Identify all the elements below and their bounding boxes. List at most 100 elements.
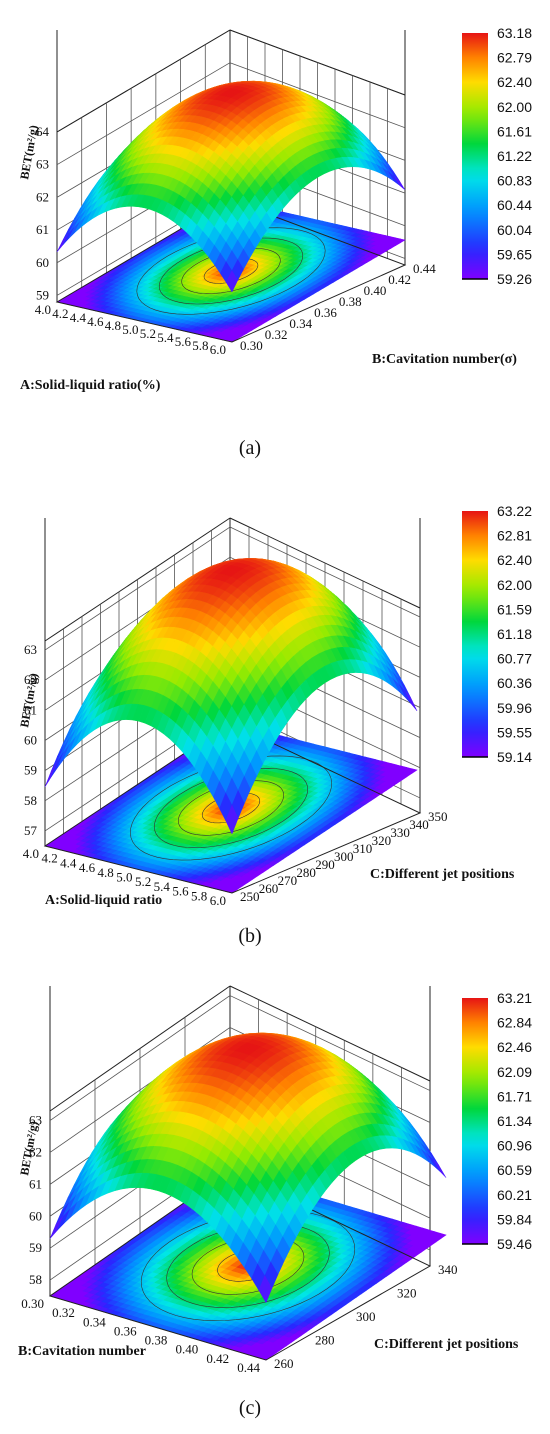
x-tick-label: 4.6: [79, 860, 96, 875]
contour-line: [130, 755, 332, 861]
x-tick-label: 5.2: [140, 326, 156, 341]
colorbar: 63.1862.7962.4062.0061.6161.2260.8360.44…: [462, 25, 532, 287]
y-tick-label: 0.44: [413, 261, 436, 276]
z-tick-label: 59: [29, 1240, 42, 1255]
x-tick-label: 4.2: [52, 306, 68, 321]
axis-ticks: 4.0 4.2 4.4 4.6 4.8 5.0 5.2 5.4 5.6 5.8 6.0 0.300.3…: [35, 261, 437, 357]
colorbar-tick-label: 62.40: [497, 74, 532, 90]
z-tick-label: 63: [29, 1113, 42, 1128]
y-tick-label: 250: [240, 889, 260, 904]
x-axis-label: A:Solid-liquid ratio: [45, 893, 162, 908]
z-tick-label: 60: [24, 732, 37, 747]
top-edge: [229, 985, 431, 1082]
contour-line: [181, 248, 281, 294]
y-axis-label: C:Different jet positions: [370, 867, 515, 882]
colorbar-tick-label: 59.26: [497, 271, 532, 287]
x-tick-label: 4.2: [41, 851, 57, 866]
panel-caption: (a): [239, 437, 261, 459]
y-axis-label: B:Cavitation number(σ): [372, 352, 517, 367]
x-tick-label: 4.8: [105, 318, 121, 333]
response-surface: [44, 558, 418, 835]
z-tick-label: 61: [24, 702, 37, 717]
y-tick-label: 280: [296, 865, 316, 880]
colorbar-tick-label: 60.44: [497, 197, 532, 213]
z-tick-label: 59: [36, 287, 49, 302]
x-tick-label: 5.0: [122, 322, 138, 337]
z-tick-label: 59: [24, 763, 37, 778]
contour-line: [177, 780, 285, 836]
y-tick-label: 350: [428, 809, 448, 824]
y-tick-label: 340: [409, 817, 429, 832]
contour-line: [201, 792, 261, 824]
y-tick-label: 0.42: [388, 272, 411, 287]
colorbar-tick-label: 59.14: [497, 749, 532, 765]
z-tick-label: 61: [36, 222, 49, 237]
z-tick-label: 60: [29, 1208, 42, 1223]
colorbar-tick-label: 60.04: [497, 222, 532, 238]
colorbar-tick-label: 60.77: [497, 651, 532, 667]
x-tick-label: 4.0: [23, 846, 39, 861]
colorbar-bar: [462, 33, 488, 279]
x-tick-label: 6.0: [210, 893, 226, 908]
colorbar-tick-label: 62.00: [497, 99, 532, 115]
y-tick-label: 0.38: [339, 294, 362, 309]
z-tick-label: 62: [24, 672, 37, 687]
floor-cell: [405, 768, 418, 774]
z-axis-label: BET(m²/g): [17, 124, 40, 181]
x-tick-label: 5.6: [175, 334, 192, 349]
x-tick-label: 5.8: [192, 338, 208, 353]
top-edge: [56, 29, 231, 133]
x-tick-label: 5.6: [172, 884, 189, 899]
colorbar-tick-label: 63.18: [497, 25, 532, 41]
x-tick-label: 5.8: [191, 888, 207, 903]
axis-ticks: 4.0 4.2 4.4 4.6 4.8 5.0 5.2 5.4 5.6 5.8 6.0 2502602…: [23, 809, 448, 908]
z-tick-label: 61: [29, 1176, 42, 1191]
surface-chart-a: 59 60 61 62 63 64 4.0 4.2 4.4 4.6 4.8 5.0 5.2 5.4 5.6 5…: [17, 25, 532, 459]
colorbar-tick-label: 62.79: [497, 50, 532, 66]
z-gridline: [56, 62, 231, 166]
colorbar-tick-label: 61.61: [497, 123, 532, 139]
contour-line: [153, 768, 309, 848]
x-tick-label: 5.0: [116, 870, 132, 885]
contour-line: [158, 237, 304, 305]
colorbar-tick-label: 59.55: [497, 724, 532, 740]
z-tick-label: 60: [36, 255, 49, 270]
surface-cell: [225, 804, 239, 835]
z-tick-label: 62: [29, 1144, 42, 1159]
floor-edge: [55, 199, 407, 343]
x-tick-label: 5.4: [157, 330, 174, 345]
colorbar: 63.2262.8162.4062.0061.5961.1860.7760.36…: [462, 503, 532, 765]
y-tick-label: 270: [278, 873, 298, 888]
floor-cell: [394, 238, 406, 244]
colorbar-tick-label: 59.65: [497, 246, 532, 262]
x-tick-label: 5.4: [154, 879, 171, 894]
panel-caption: (b): [238, 925, 261, 947]
colorbar-tick-label: 63.22: [497, 503, 532, 519]
colorbar-tick-label: 62.81: [497, 528, 532, 544]
colorbar-tick-label: 60.83: [497, 173, 532, 189]
z-tick-label: 63: [36, 157, 49, 172]
panel-c: 58 59 60 61 62 63 0.30 0.32 0.34 0.36 0.38 0.40 0.42…: [0, 956, 550, 1434]
y-tick-label: 0.34: [289, 316, 312, 331]
contour-line: [136, 227, 326, 315]
panel-b: 57 58 59 60 61 62 63 4.0 4.2 4.4 4.6 4.8 5.0 5.2 5.4 5.…: [0, 478, 550, 956]
response-surface: [56, 80, 406, 293]
x-tick-label: 4.4: [60, 855, 77, 870]
z-tick-label: 58: [24, 793, 37, 808]
surface-chart-c: 5859606162630.300.320.340.360.380.400.42…: [17, 985, 532, 1419]
z-tick-label: 62: [36, 189, 49, 204]
x-tick-label: 4.8: [98, 865, 114, 880]
z-tick-label: 63: [24, 642, 37, 657]
colorbar-tick-label: 61.59: [497, 601, 532, 617]
x-axis-label: A:Solid-liquid ratio(%): [20, 378, 161, 393]
surface-cell: [225, 270, 239, 293]
colorbar-tick-label: 62.00: [497, 577, 532, 593]
z-tick-label: 64: [36, 124, 50, 139]
z-gridline: [229, 995, 431, 1091]
surface-cell: [44, 761, 58, 788]
colorbar-tick-label: 60.36: [497, 675, 532, 691]
y-tick-label: 330: [390, 825, 410, 840]
y-tick-label: 0.40: [364, 283, 387, 298]
contour-line: [203, 258, 259, 284]
